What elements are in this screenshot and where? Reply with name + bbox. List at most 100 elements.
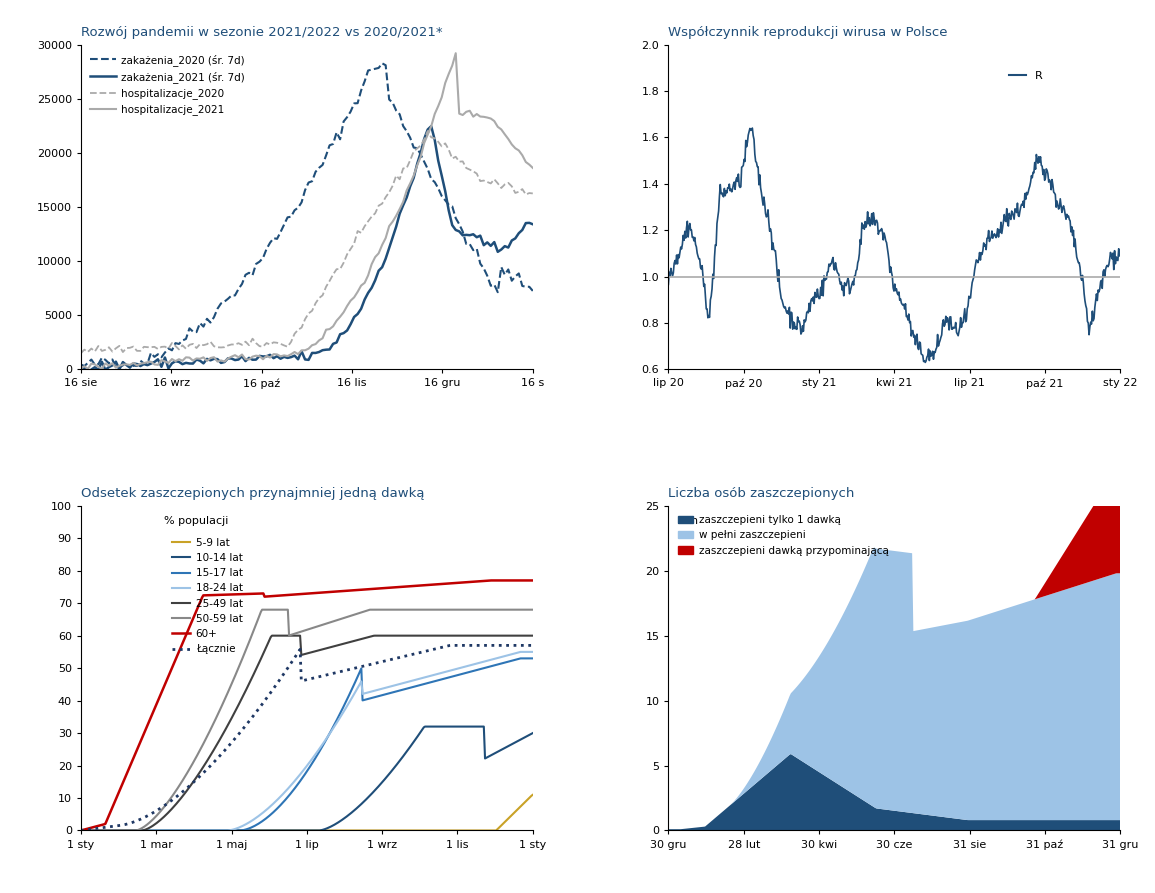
zakażenia_2021 (śr. 7d) bbox=[270, 351, 284, 362]
hospitalizacje_2021 bbox=[431, 101, 445, 112]
15-17 lat bbox=[255, 816, 269, 827]
Łącznie bbox=[446, 640, 460, 651]
50-59 lat bbox=[446, 605, 460, 615]
zakażenia_2020 (śr. 7d) bbox=[375, 58, 389, 69]
60+ bbox=[445, 578, 459, 588]
Line: Łącznie: Łącznie bbox=[81, 646, 532, 830]
50-59 lat bbox=[74, 825, 88, 836]
25-49 lat bbox=[255, 651, 269, 662]
hospitalizacje_2021 bbox=[81, 363, 95, 374]
zakażenia_2020 (śr. 7d) bbox=[270, 233, 284, 244]
Text: Odsetek zaszczepionych przynajmniej jedną dawką: Odsetek zaszczepionych przynajmniej jedn… bbox=[81, 488, 424, 500]
15-17 lat bbox=[445, 672, 459, 682]
5-9 lat bbox=[255, 825, 269, 836]
zakażenia_2020 (śr. 7d) bbox=[379, 60, 393, 71]
Text: Liczba osób zaszczepionych: Liczba osób zaszczepionych bbox=[669, 488, 855, 500]
hospitalizacje_2021 bbox=[270, 349, 284, 360]
zakażenia_2021 (śr. 7d) bbox=[434, 171, 448, 181]
zakażenia_2021 (śr. 7d) bbox=[74, 364, 88, 375]
Line: zakażenia_2020 (śr. 7d): zakażenia_2020 (śr. 7d) bbox=[81, 63, 532, 371]
hospitalizacje_2021 bbox=[526, 163, 539, 173]
5-9 lat bbox=[251, 825, 264, 836]
10-14 lat bbox=[418, 722, 432, 732]
Łącznie bbox=[468, 640, 482, 651]
Łącznie bbox=[74, 825, 88, 836]
50-59 lat bbox=[255, 605, 269, 615]
Legend: 5-9 lat, 10-14 lat, 15-17 lat, 18-24 lat, 25-49 lat, 50-59 lat, 60+, Łącznie: 5-9 lat, 10-14 lat, 15-17 lat, 18-24 lat… bbox=[167, 534, 247, 658]
hospitalizacje_2021 bbox=[74, 363, 88, 374]
hospitalizacje_2020 bbox=[74, 348, 88, 359]
Text: mln: mln bbox=[678, 515, 699, 525]
5-9 lat bbox=[74, 825, 88, 836]
Łącznie bbox=[152, 804, 166, 814]
18-24 lat bbox=[74, 825, 88, 836]
5-9 lat bbox=[403, 825, 417, 836]
25-49 lat bbox=[404, 630, 418, 641]
5-9 lat bbox=[467, 825, 480, 836]
zakażenia_2020 (śr. 7d) bbox=[119, 366, 133, 377]
25-49 lat bbox=[468, 630, 482, 641]
zakażenia_2021 (śr. 7d) bbox=[312, 346, 326, 357]
5-9 lat bbox=[445, 825, 459, 836]
25-49 lat bbox=[251, 662, 264, 672]
10-14 lat bbox=[74, 825, 88, 836]
25-49 lat bbox=[152, 815, 166, 826]
25-49 lat bbox=[74, 825, 88, 836]
25-49 lat bbox=[526, 630, 539, 641]
18-24 lat bbox=[526, 647, 539, 657]
18-24 lat bbox=[255, 808, 269, 819]
15-17 lat bbox=[467, 665, 480, 676]
18-24 lat bbox=[152, 825, 166, 836]
Line: 10-14 lat: 10-14 lat bbox=[81, 727, 532, 830]
10-14 lat bbox=[255, 825, 269, 836]
zakażenia_2020 (śr. 7d) bbox=[413, 149, 427, 160]
Łącznie bbox=[403, 649, 417, 660]
zakażenia_2020 (śr. 7d) bbox=[526, 286, 539, 296]
60+ bbox=[255, 588, 269, 599]
Line: 25-49 lat: 25-49 lat bbox=[81, 636, 532, 830]
Łącznie bbox=[444, 640, 457, 651]
hospitalizacje_2020 bbox=[420, 126, 434, 137]
Line: 50-59 lat: 50-59 lat bbox=[81, 610, 532, 830]
50-59 lat bbox=[256, 605, 270, 615]
60+ bbox=[251, 588, 264, 599]
15-17 lat bbox=[515, 653, 529, 663]
Text: % populacji: % populacji bbox=[164, 515, 229, 525]
hospitalizacje_2021 bbox=[200, 355, 214, 366]
Line: hospitalizacje_2020: hospitalizacje_2020 bbox=[81, 131, 532, 354]
hospitalizacje_2021 bbox=[410, 160, 424, 171]
18-24 lat bbox=[251, 812, 264, 822]
Text: Współczynnik reprodukcji wirusa w Polsce: Współczynnik reprodukcji wirusa w Polsce bbox=[669, 26, 948, 39]
zakażenia_2020 (śr. 7d) bbox=[200, 313, 214, 324]
Line: 18-24 lat: 18-24 lat bbox=[81, 652, 532, 830]
zakażenia_2021 (śr. 7d) bbox=[526, 219, 539, 230]
50-59 lat bbox=[152, 807, 166, 818]
hospitalizacje_2020 bbox=[372, 200, 386, 211]
Line: 5-9 lat: 5-9 lat bbox=[81, 795, 532, 830]
5-9 lat bbox=[526, 789, 539, 800]
50-59 lat bbox=[251, 616, 264, 627]
50-59 lat bbox=[468, 605, 482, 615]
Line: zakażenia_2021 (śr. 7d): zakażenia_2021 (śr. 7d) bbox=[81, 126, 532, 376]
15-17 lat bbox=[403, 682, 417, 693]
Łącznie bbox=[251, 705, 264, 716]
18-24 lat bbox=[515, 647, 529, 657]
hospitalizacje_2021 bbox=[449, 48, 463, 59]
15-17 lat bbox=[152, 825, 166, 836]
60+ bbox=[152, 692, 166, 703]
zakażenia_2021 (śr. 7d) bbox=[424, 121, 438, 131]
hospitalizacje_2020 bbox=[431, 137, 445, 147]
10-14 lat bbox=[403, 741, 417, 752]
15-17 lat bbox=[74, 825, 88, 836]
10-14 lat bbox=[446, 722, 460, 732]
Text: Rozwój pandemii w sezonie 2021/2022 vs 2020/2021*: Rozwój pandemii w sezonie 2021/2022 vs 2… bbox=[81, 26, 442, 39]
18-24 lat bbox=[403, 676, 417, 687]
zakażenia_2021 (śr. 7d) bbox=[375, 262, 389, 272]
60+ bbox=[467, 576, 480, 587]
50-59 lat bbox=[526, 605, 539, 615]
hospitalizacje_2021 bbox=[312, 335, 326, 346]
Łącznie bbox=[526, 640, 539, 651]
25-49 lat bbox=[446, 630, 460, 641]
18-24 lat bbox=[445, 664, 459, 675]
zakażenia_2020 (śr. 7d) bbox=[434, 191, 448, 202]
